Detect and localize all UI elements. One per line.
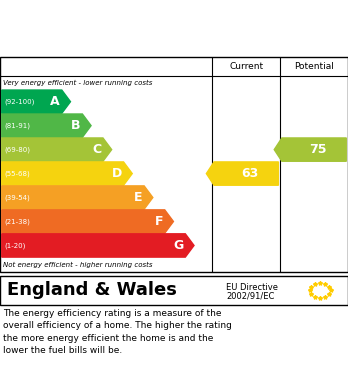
Text: (1-20): (1-20)	[4, 242, 25, 249]
Text: 2002/91/EC: 2002/91/EC	[226, 292, 275, 301]
Text: A: A	[50, 95, 60, 108]
Text: (55-68): (55-68)	[4, 170, 30, 177]
Polygon shape	[274, 138, 346, 161]
Text: C: C	[92, 143, 101, 156]
Text: G: G	[173, 239, 184, 252]
Text: Not energy efficient - higher running costs: Not energy efficient - higher running co…	[3, 262, 153, 268]
Text: (39-54): (39-54)	[4, 194, 30, 201]
Polygon shape	[2, 90, 71, 113]
Polygon shape	[2, 234, 194, 257]
Polygon shape	[2, 138, 112, 161]
Polygon shape	[2, 114, 91, 137]
Text: England & Wales: England & Wales	[7, 281, 177, 300]
Text: EU Directive: EU Directive	[226, 283, 278, 292]
Text: Very energy efficient - lower running costs: Very energy efficient - lower running co…	[3, 80, 153, 86]
Text: E: E	[134, 191, 142, 204]
Text: Current: Current	[229, 62, 263, 71]
Text: D: D	[112, 167, 122, 180]
Text: 63: 63	[241, 167, 258, 180]
Text: B: B	[71, 119, 81, 132]
Text: 75: 75	[309, 143, 326, 156]
Text: Potential: Potential	[294, 62, 334, 71]
Text: F: F	[155, 215, 163, 228]
Text: Energy Efficiency Rating: Energy Efficiency Rating	[60, 30, 288, 48]
Text: (21-38): (21-38)	[4, 218, 30, 225]
Polygon shape	[2, 162, 132, 185]
Polygon shape	[2, 186, 153, 209]
Text: The energy efficiency rating is a measure of the
overall efficiency of a home. T: The energy efficiency rating is a measur…	[3, 309, 232, 355]
Text: (92-100): (92-100)	[4, 99, 34, 105]
Text: (69-80): (69-80)	[4, 146, 30, 153]
Polygon shape	[2, 210, 173, 233]
Text: (81-91): (81-91)	[4, 122, 30, 129]
Polygon shape	[206, 162, 278, 185]
